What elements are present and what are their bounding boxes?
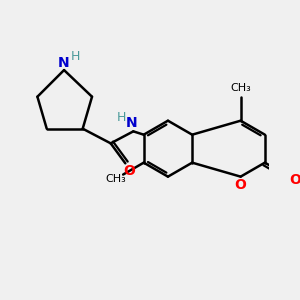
Text: N: N	[126, 116, 138, 130]
Text: CH₃: CH₃	[230, 83, 251, 93]
Text: N: N	[58, 56, 70, 70]
Text: CH₃: CH₃	[105, 174, 126, 184]
Text: O: O	[123, 164, 135, 178]
Text: O: O	[235, 178, 247, 192]
Text: H: H	[70, 50, 80, 63]
Text: O: O	[290, 173, 300, 188]
Text: H: H	[117, 111, 126, 124]
